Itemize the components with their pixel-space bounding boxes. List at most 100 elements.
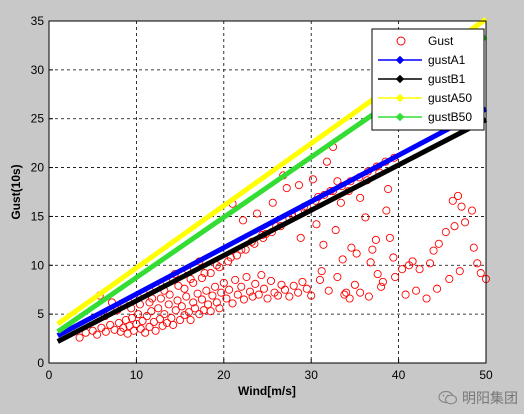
legend-marker-gustA1: [395, 55, 405, 65]
gust-point: [401, 290, 410, 299]
gust-point: [282, 184, 291, 193]
gust-point: [331, 226, 340, 235]
gust-point: [266, 276, 276, 285]
gust-point: [147, 307, 156, 316]
gust-point: [408, 257, 417, 266]
gust-point: [145, 322, 154, 331]
gust-point: [238, 216, 248, 225]
gust-point: [184, 308, 193, 317]
gust-point: [169, 320, 178, 329]
y-tick-label: 5: [37, 307, 44, 321]
gust-point: [352, 249, 361, 258]
gust-point: [285, 292, 294, 301]
x-tick-label: 30: [305, 368, 319, 382]
gust-point: [467, 206, 477, 215]
gust-point: [75, 333, 84, 342]
y-tick-label: 35: [31, 14, 45, 28]
gust-point: [280, 285, 290, 294]
gust-point: [165, 290, 174, 299]
gust-point: [257, 271, 266, 280]
gust-point: [345, 294, 354, 303]
gust-point: [208, 291, 217, 300]
gust-point: [121, 315, 130, 325]
gust-point: [119, 323, 128, 332]
gust-point: [336, 198, 345, 207]
gust-point: [415, 265, 424, 274]
gust-point: [174, 281, 183, 290]
gust-point: [215, 263, 224, 272]
gust-point: [190, 304, 200, 313]
x-tick-label: 10: [130, 368, 144, 382]
gust-point: [251, 279, 260, 288]
gust-point: [186, 315, 195, 325]
legend-marker-gustB1: [395, 74, 405, 84]
gust-point: [453, 191, 463, 200]
gust-point: [347, 243, 356, 252]
gust-point: [378, 277, 387, 286]
gust-point: [222, 294, 231, 303]
gust-point: [171, 306, 180, 315]
gust-point: [434, 239, 443, 248]
gust-point: [441, 228, 450, 237]
gust-point: [294, 181, 304, 190]
gust-point: [151, 326, 160, 335]
legend-label-Gust: Gust: [428, 34, 454, 48]
gust-point: [384, 185, 393, 194]
series-line-gustB1: [56, 117, 488, 344]
gust-point: [93, 330, 102, 339]
gust-point: [382, 206, 391, 215]
gust-point: [373, 270, 382, 279]
wechat-icon: [438, 390, 458, 405]
gust-point: [312, 220, 321, 229]
gust-point: [308, 175, 317, 184]
legend-swatch-Gust: [396, 36, 406, 46]
gust-point: [364, 292, 373, 301]
legend-label-gustB1: gustB1: [428, 72, 466, 86]
gust-point: [302, 284, 311, 293]
y-tick-label: 10: [31, 258, 45, 272]
gust-point: [338, 255, 347, 264]
gust-point: [398, 265, 407, 274]
gust-point: [164, 300, 173, 309]
gust-point: [469, 243, 478, 252]
y-tick-label: 20: [31, 161, 45, 175]
gust-point: [296, 233, 305, 242]
gust-point: [110, 325, 119, 334]
gust-point: [429, 246, 438, 255]
gust-point: [342, 288, 351, 297]
gust-point: [377, 282, 386, 291]
gust-point: [154, 304, 163, 313]
gust-point: [156, 294, 165, 303]
gust-point: [294, 288, 303, 297]
gust-point: [228, 299, 237, 308]
gust-point: [460, 218, 470, 227]
gust-point: [445, 274, 454, 284]
gust-point: [189, 298, 198, 307]
legend: Gust gustA1 gustB1 gustA50 gustB50: [371, 28, 485, 131]
gust-point: [239, 295, 248, 304]
legend-label-gustB50: gustB50: [428, 110, 472, 124]
gust-point: [219, 278, 228, 287]
gust-point: [450, 222, 459, 231]
y-tick-label: 25: [31, 112, 45, 126]
gust-point: [455, 267, 464, 276]
gust-point: [232, 251, 241, 260]
gust-point: [319, 240, 328, 249]
legend-marker-gustB50: [395, 112, 405, 122]
y-axis-label: Gust(10s): [9, 164, 23, 219]
gust-point: [158, 321, 167, 330]
gust-point: [237, 282, 246, 291]
gust-point: [155, 314, 165, 324]
gust-point: [141, 328, 150, 337]
gust-point: [114, 318, 123, 327]
gust-point: [317, 267, 326, 276]
gust-point: [476, 269, 485, 278]
gust-point: [176, 315, 185, 325]
gust-point: [350, 280, 359, 289]
gust-point: [289, 281, 298, 290]
y-tick-label: 30: [31, 63, 45, 77]
gust-point: [268, 198, 277, 207]
gust-point: [356, 288, 365, 297]
gust-point: [252, 209, 262, 218]
